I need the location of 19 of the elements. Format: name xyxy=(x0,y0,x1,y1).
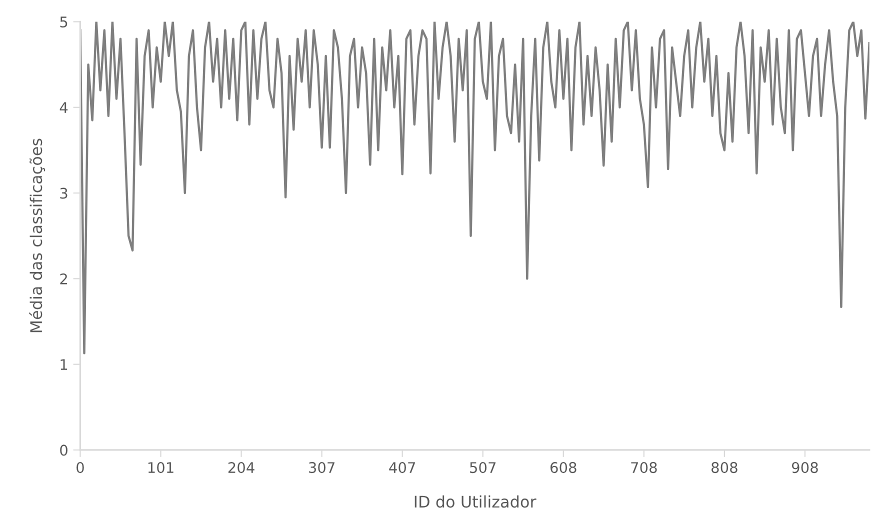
x-tick-label: 0 xyxy=(76,462,84,474)
x-tick-label: 708 xyxy=(631,462,657,474)
x-tick-label: 608 xyxy=(550,462,576,474)
x-tick-label: 908 xyxy=(792,462,818,474)
y-tick-label: 0 xyxy=(60,444,68,456)
y-tick-label: 1 xyxy=(60,359,68,370)
y-tick-label: 2 xyxy=(60,273,67,284)
x-tick-label: 101 xyxy=(148,462,174,474)
y-tick-label: 3 xyxy=(60,188,68,199)
x-tick-label: 808 xyxy=(712,462,738,474)
x-tick-label: 407 xyxy=(389,462,415,474)
x-axis-title: ID do Utilizador xyxy=(414,495,536,508)
x-tick-label: 204 xyxy=(228,462,254,474)
x-tick-label: 307 xyxy=(309,462,334,474)
y-tick-label: 5 xyxy=(60,16,68,28)
y-tick-label: 4 xyxy=(60,102,68,113)
y-axis-title: Média das classificações xyxy=(29,138,46,332)
x-tick-label: 507 xyxy=(470,462,496,474)
line-series xyxy=(80,22,870,354)
